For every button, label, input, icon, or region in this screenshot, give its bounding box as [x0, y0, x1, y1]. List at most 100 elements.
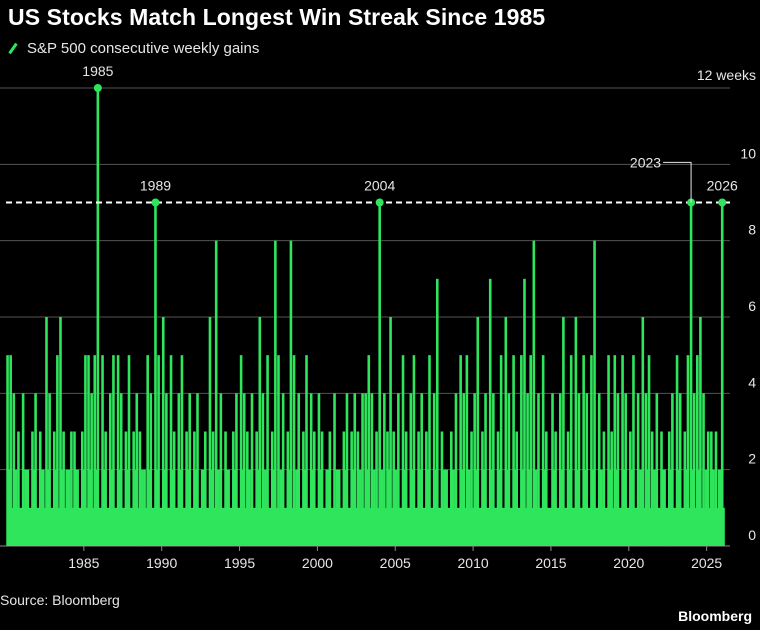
bar	[432, 393, 436, 546]
bar	[411, 469, 414, 546]
bar-fill	[282, 507, 288, 546]
bar	[60, 469, 64, 546]
bar	[202, 469, 205, 546]
bar	[541, 355, 545, 546]
chart-legend: S&P 500 consecutive weekly gains	[8, 38, 259, 58]
bar	[141, 469, 144, 546]
bar	[26, 469, 30, 546]
bar	[473, 393, 476, 546]
bar-fill	[412, 507, 419, 546]
bar	[6, 355, 9, 546]
bar	[163, 469, 167, 546]
bar	[21, 393, 25, 546]
bar	[342, 431, 346, 546]
x-tick-label: 2010	[458, 555, 489, 571]
bar	[135, 393, 139, 546]
bar	[169, 355, 173, 546]
bar	[520, 355, 523, 546]
bar-fill	[204, 507, 210, 546]
bar	[686, 355, 690, 546]
bar	[476, 317, 480, 546]
bar	[157, 355, 160, 546]
bar	[101, 355, 104, 546]
bar	[669, 469, 673, 546]
bar	[48, 393, 51, 546]
bar-fill	[266, 507, 273, 546]
bar	[344, 469, 347, 546]
bar	[498, 469, 501, 546]
bar	[161, 317, 165, 546]
bar	[710, 431, 713, 546]
bar-fill	[420, 507, 427, 546]
bar	[124, 431, 128, 546]
bar	[482, 469, 486, 546]
bar	[233, 469, 237, 546]
bar	[418, 469, 422, 546]
bar	[353, 393, 357, 546]
bar	[65, 469, 69, 546]
bar-fill	[671, 507, 678, 546]
bar	[532, 240, 536, 546]
bar	[392, 431, 395, 546]
bar	[350, 431, 353, 546]
bar-fill	[112, 507, 119, 546]
bar	[179, 469, 182, 546]
y-tick-label: 12 weeks	[697, 67, 756, 83]
bar-fill	[48, 507, 55, 546]
y-tick-label: 8	[748, 222, 756, 238]
bar-fill	[397, 507, 404, 546]
bar	[685, 469, 688, 546]
bar	[248, 469, 251, 546]
bar	[274, 240, 277, 546]
bar	[660, 431, 663, 546]
bar	[403, 469, 406, 546]
bar	[56, 355, 59, 546]
bar	[650, 431, 654, 546]
bar	[554, 431, 557, 546]
bar	[272, 469, 276, 546]
bar	[663, 469, 666, 546]
bar	[370, 393, 374, 546]
bar	[227, 469, 230, 546]
bar	[165, 393, 168, 546]
bar	[412, 355, 416, 546]
bar	[264, 469, 267, 546]
bar	[194, 469, 198, 546]
bar	[40, 469, 44, 546]
bar	[270, 431, 274, 546]
bar	[335, 469, 339, 546]
bar	[597, 393, 601, 546]
bar	[560, 469, 564, 546]
bar	[211, 431, 215, 546]
bar	[484, 393, 487, 546]
bar	[127, 355, 131, 546]
bar	[320, 431, 324, 546]
bar	[378, 202, 381, 546]
bar-fill	[104, 507, 111, 546]
bar	[154, 202, 157, 546]
x-tick-label: 2020	[613, 555, 644, 571]
bar	[352, 469, 355, 546]
bar	[203, 431, 207, 546]
bar	[180, 355, 184, 546]
bar	[45, 317, 48, 546]
annotation-dot	[93, 84, 102, 92]
bar	[319, 469, 322, 546]
bar	[719, 469, 722, 546]
bar	[624, 393, 627, 546]
bar	[232, 431, 235, 546]
bar	[126, 469, 129, 546]
bar	[9, 355, 12, 546]
annotation-label: 2004	[364, 178, 395, 194]
bar-fill	[577, 507, 584, 546]
bar	[622, 469, 626, 546]
bar	[250, 393, 254, 546]
bar-fill	[428, 507, 435, 546]
bar	[109, 393, 112, 546]
bar	[359, 469, 362, 546]
bar	[295, 469, 298, 546]
bar	[235, 393, 238, 546]
bar-fill	[173, 507, 179, 546]
bar-fill	[405, 507, 411, 546]
bar	[577, 393, 581, 546]
